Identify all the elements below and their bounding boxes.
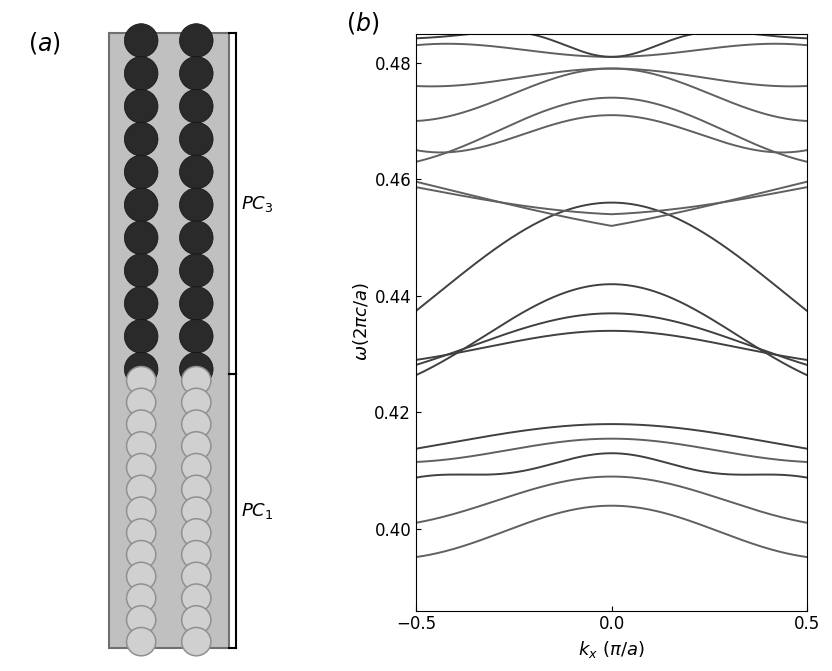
Ellipse shape — [180, 221, 213, 254]
Ellipse shape — [124, 352, 158, 386]
Ellipse shape — [124, 23, 158, 57]
Text: $PC_1$: $PC_1$ — [240, 501, 273, 521]
Ellipse shape — [124, 89, 158, 123]
Ellipse shape — [181, 454, 211, 482]
Ellipse shape — [126, 475, 156, 503]
Ellipse shape — [126, 562, 156, 590]
Ellipse shape — [181, 519, 211, 547]
Ellipse shape — [126, 389, 156, 417]
Y-axis label: $\omega(2\pi c/a)$: $\omega(2\pi c/a)$ — [351, 282, 371, 362]
X-axis label: $k_x\ (\pi / a)$: $k_x\ (\pi / a)$ — [578, 639, 645, 660]
Ellipse shape — [180, 254, 213, 287]
Ellipse shape — [181, 431, 211, 460]
Ellipse shape — [180, 89, 213, 123]
Ellipse shape — [124, 319, 158, 353]
Ellipse shape — [126, 454, 156, 482]
Ellipse shape — [180, 319, 213, 353]
Ellipse shape — [124, 155, 158, 189]
Ellipse shape — [124, 254, 158, 287]
Ellipse shape — [181, 410, 211, 438]
Ellipse shape — [124, 56, 158, 90]
Ellipse shape — [126, 627, 156, 656]
Ellipse shape — [126, 606, 156, 634]
Ellipse shape — [180, 155, 213, 189]
Ellipse shape — [180, 122, 213, 156]
Ellipse shape — [180, 188, 213, 221]
Ellipse shape — [124, 287, 158, 320]
Ellipse shape — [124, 221, 158, 254]
Ellipse shape — [180, 56, 213, 90]
Ellipse shape — [181, 627, 211, 656]
Ellipse shape — [180, 23, 213, 57]
Ellipse shape — [181, 389, 211, 417]
Ellipse shape — [180, 352, 213, 386]
Ellipse shape — [181, 497, 211, 525]
Ellipse shape — [181, 606, 211, 634]
Ellipse shape — [124, 188, 158, 221]
Ellipse shape — [126, 519, 156, 547]
Bar — [109, 33, 229, 648]
Ellipse shape — [126, 584, 156, 613]
Text: $(a)$: $(a)$ — [28, 30, 61, 56]
Ellipse shape — [126, 366, 156, 395]
Ellipse shape — [181, 475, 211, 503]
Ellipse shape — [181, 366, 211, 395]
Ellipse shape — [180, 287, 213, 320]
Ellipse shape — [126, 410, 156, 438]
Ellipse shape — [124, 122, 158, 156]
Text: $(b)$: $(b)$ — [345, 11, 379, 36]
Text: $PC_3$: $PC_3$ — [240, 193, 273, 213]
Ellipse shape — [126, 497, 156, 525]
Ellipse shape — [126, 541, 156, 569]
Ellipse shape — [181, 562, 211, 590]
Ellipse shape — [181, 541, 211, 569]
Ellipse shape — [126, 431, 156, 460]
Ellipse shape — [181, 584, 211, 613]
